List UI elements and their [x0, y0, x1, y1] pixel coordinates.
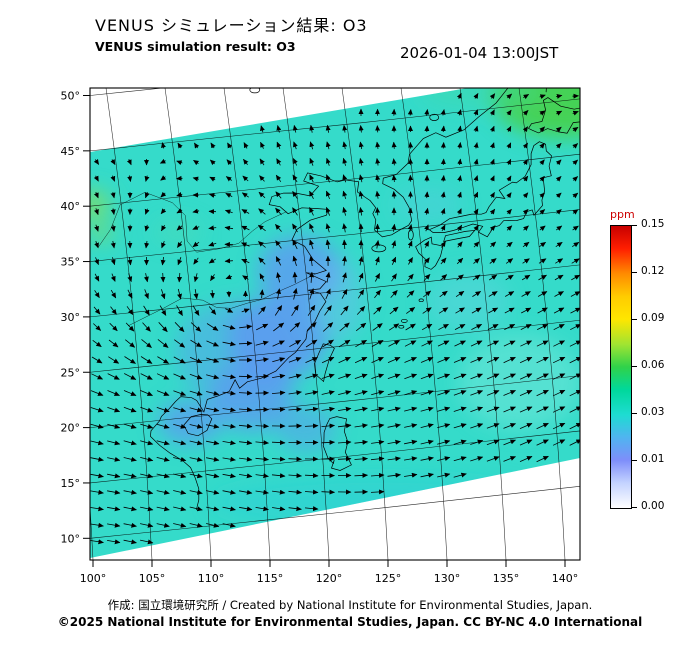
colorbar-tick: [632, 224, 637, 226]
lat-tick-label: 40°: [61, 200, 81, 213]
lat-tick-label: 20°: [61, 422, 81, 435]
plot-frame: [89, 87, 581, 561]
axis-labels: 50° 45° 40° 35° 30° 25° 20° 15° 10° 100° 105° 110° 1…: [61, 90, 579, 586]
copyright-line: ©2025 National Institute for Environment…: [57, 615, 643, 629]
lon-tick-label: 140°: [552, 572, 579, 585]
lon-tick-label: 100°: [80, 572, 107, 585]
lon-tick-label: 105°: [139, 572, 166, 585]
colorbar-tick: [632, 506, 637, 508]
colorbar-tick-label: 0.01: [641, 453, 665, 465]
lat-tick-label: 35°: [61, 256, 81, 269]
colorbar-tick-label: 0.00: [641, 500, 665, 512]
colorbar: ppm 0.15 0.12 0.09 0.06 0.03 0.01 0.00: [594, 208, 700, 538]
colorbar-tick-label: 0.12: [641, 265, 665, 277]
page-title-japanese: VENUS シミュレーション結果: O3: [95, 16, 368, 35]
colorbar-tick: [632, 459, 637, 461]
colorbar-tick: [632, 318, 637, 320]
colorbar-tick: [632, 271, 637, 273]
colorbar-tick-label: 0.15: [641, 218, 665, 230]
lon-tick-label: 120°: [316, 572, 343, 585]
lon-tick-label: 125°: [375, 572, 402, 585]
credit-line: 作成: 国立環境研究所 / Created by National Instit…: [107, 598, 593, 612]
lat-tick-label: 15°: [61, 477, 81, 490]
colorbar-tick-label: 0.06: [641, 359, 665, 371]
lat-tick-label: 45°: [61, 145, 81, 158]
lat-tick-label: 10°: [61, 532, 81, 545]
timestamp: 2026-01-04 13:00JST: [400, 44, 559, 62]
colorbar-tick-label: 0.09: [641, 312, 665, 324]
lat-tick-label: 30°: [61, 311, 81, 324]
colorbar-tick: [632, 365, 637, 367]
lon-tick-label: 130°: [434, 572, 461, 585]
lon-tick-label: 115°: [257, 572, 284, 585]
lon-tick-label: 110°: [198, 572, 225, 585]
colorbar-tick-label: 0.03: [641, 406, 665, 418]
wind-vectors: [90, 92, 580, 545]
colorbar-unit-label: ppm: [610, 208, 635, 221]
colorbar-tick: [632, 412, 637, 414]
lon-tick-label: 135°: [493, 572, 520, 585]
lat-tick-label: 50°: [61, 90, 81, 103]
page-title-english: VENUS simulation result: O3: [95, 39, 296, 54]
colorbar-gradient: [610, 225, 632, 509]
lat-tick-label: 25°: [61, 366, 81, 379]
